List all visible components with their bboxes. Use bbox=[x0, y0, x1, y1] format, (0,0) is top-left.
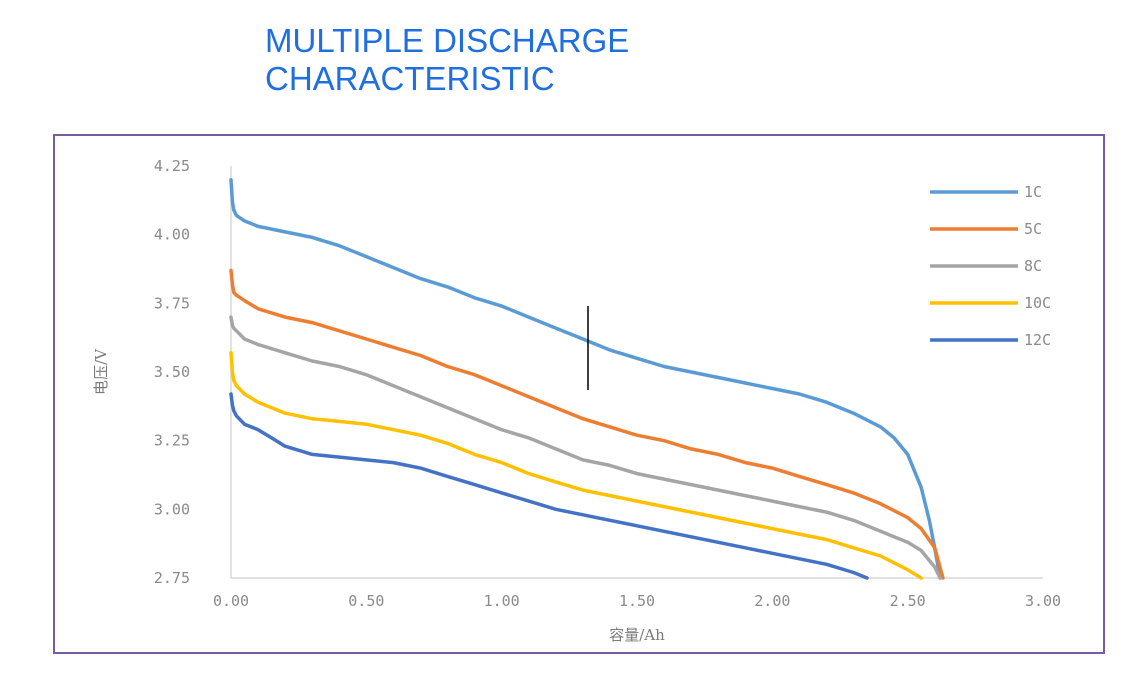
y-tick-label: 3.25 bbox=[154, 432, 190, 450]
legend: 1C 5C 8C 10C 12C bbox=[930, 183, 1051, 349]
y-tick-label: 3.75 bbox=[154, 294, 190, 312]
y-tick-label: 3.00 bbox=[154, 500, 190, 518]
legend-label-1c: 1C bbox=[1024, 183, 1042, 201]
x-axis-title: 容量/Ah bbox=[609, 626, 665, 644]
page-title: MULTIPLE DISCHARGE CHARACTERISTIC bbox=[265, 22, 629, 98]
y-tick-labels: 2.75 3.00 3.25 3.50 3.75 4.00 4.25 bbox=[154, 157, 190, 587]
y-tick-label: 4.25 bbox=[154, 157, 190, 175]
legend-label-10c: 10C bbox=[1024, 294, 1051, 312]
page-title-line-1: MULTIPLE DISCHARGE bbox=[265, 22, 630, 59]
x-tick-label: 1.50 bbox=[619, 592, 655, 610]
legend-label-5c: 5C bbox=[1024, 220, 1042, 238]
page-title-line-2: CHARACTERISTIC bbox=[265, 60, 555, 97]
y-tick-label: 3.50 bbox=[154, 363, 190, 381]
x-tick-label: 3.00 bbox=[1025, 592, 1061, 610]
x-tick-label: 0.00 bbox=[213, 592, 249, 610]
y-axis-title: 电压/V bbox=[92, 348, 110, 395]
y-tick-label: 4.00 bbox=[154, 226, 190, 244]
legend-label-12c: 12C bbox=[1024, 331, 1051, 349]
series-line-12c bbox=[229, 392, 869, 580]
series-lines bbox=[229, 177, 945, 580]
x-tick-label: 0.50 bbox=[348, 592, 384, 610]
series-line-1c bbox=[229, 177, 942, 580]
x-tick-label: 2.50 bbox=[890, 592, 926, 610]
series-line-10c bbox=[229, 351, 923, 580]
x-tick-label: 2.00 bbox=[754, 592, 790, 610]
series-line-8c bbox=[229, 315, 942, 580]
x-tick-label: 1.00 bbox=[484, 592, 520, 610]
series-line-5c bbox=[229, 268, 945, 580]
x-tick-labels: 0.00 0.50 1.00 1.50 2.00 2.50 3.00 bbox=[213, 592, 1061, 610]
y-tick-label: 2.75 bbox=[154, 569, 190, 587]
chart-frame bbox=[53, 134, 1105, 654]
legend-label-8c: 8C bbox=[1024, 257, 1042, 275]
